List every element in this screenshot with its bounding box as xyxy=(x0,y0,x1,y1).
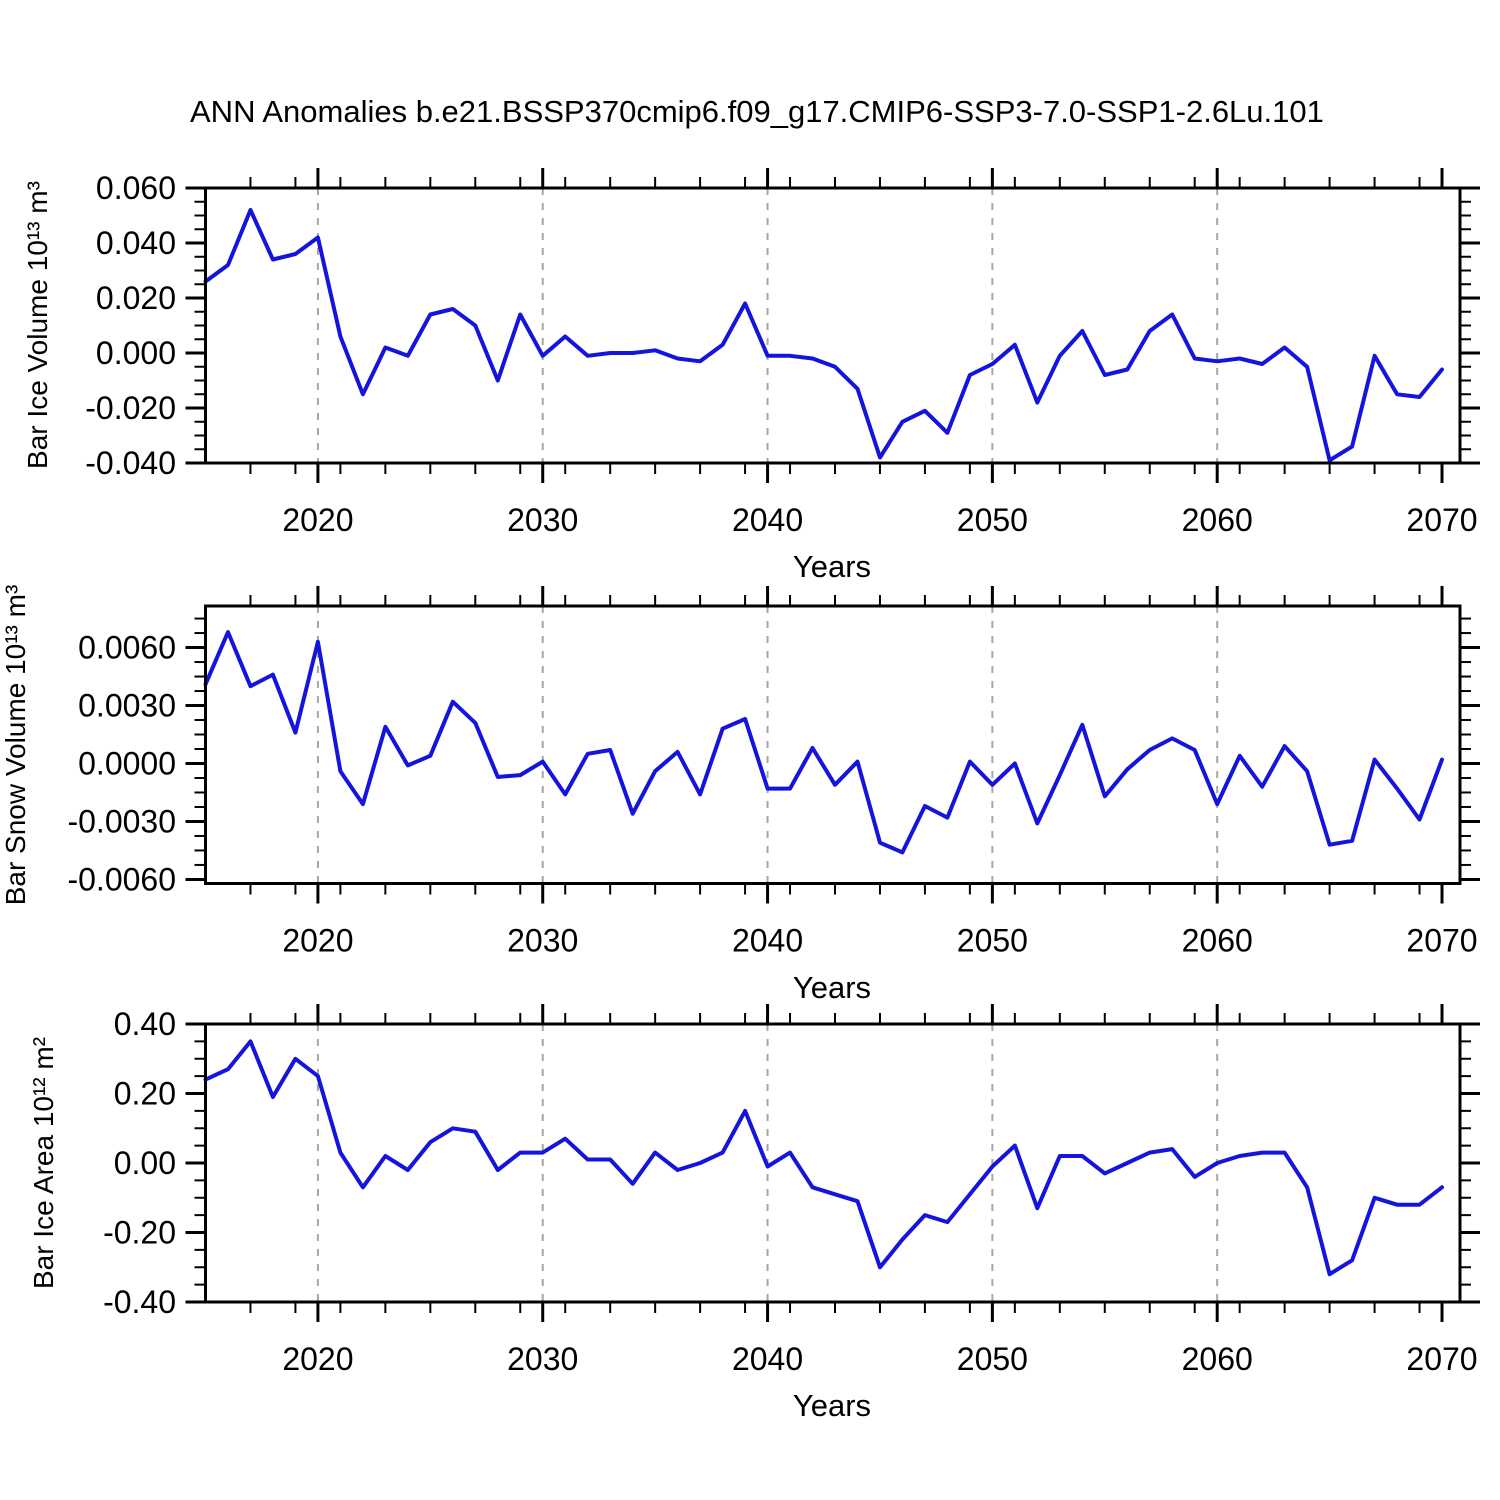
x-tick-label: 2040 xyxy=(732,502,803,538)
x-axis-label-middle-panel: Years xyxy=(792,970,872,1005)
y-tick-label: 0.000 xyxy=(96,335,176,371)
x-tick-label: 2030 xyxy=(507,502,578,538)
data-line-bar-ice-area xyxy=(203,1039,1444,1277)
data-line-bar-ice-volume xyxy=(203,208,1444,463)
y-axis-ticks: 0.060 0.040 0.020 0.000 -0.020 -0.040 xyxy=(85,170,1480,481)
y-tick-label: 0.0000 xyxy=(78,745,176,781)
y-axis-ticks: 0.0060 0.0030 0.0000 -0.0030 -0.0060 xyxy=(67,617,1480,897)
y-tick-label: 0.060 xyxy=(96,170,176,206)
panel-bar-snow-volume: 2020 2030 2040 2050 2060 20700.00600.00300.00… xyxy=(67,586,1480,959)
x-axis-ticks: 2020 2030 2040 2050 2060 2070 xyxy=(249,168,1478,538)
data-line-bar-snow-volume xyxy=(203,630,1444,855)
x-tick-label: 2040 xyxy=(732,923,803,959)
y-tick-label: -0.0030 xyxy=(67,803,176,839)
x-tick-label: 2060 xyxy=(1182,1341,1253,1377)
y-tick-label: -0.020 xyxy=(85,390,176,426)
chart-title: ANN Anomalies b.e21.BSSP370cmip6.f09_g17… xyxy=(190,94,1324,129)
x-tick-label: 2020 xyxy=(282,1341,353,1377)
x-tick-label: 2020 xyxy=(282,502,353,538)
x-axis-ticks: 2020 2030 2040 2050 2060 2070 xyxy=(249,586,1478,959)
y-tick-label: -0.0060 xyxy=(67,861,176,897)
y-tick-label: 0.040 xyxy=(96,225,176,261)
y-tick-label: -0.40 xyxy=(103,1284,176,1320)
x-tick-label: 2070 xyxy=(1406,923,1477,959)
x-tick-label: 2050 xyxy=(957,923,1028,959)
y-tick-label: -0.20 xyxy=(103,1215,176,1251)
x-tick-label: 2040 xyxy=(732,1341,803,1377)
x-tick-label: 2070 xyxy=(1406,502,1477,538)
x-tick-label: 2050 xyxy=(957,1341,1028,1377)
x-axis-ticks: 2020 2030 2040 2050 2060 2070 xyxy=(249,1004,1478,1377)
x-tick-label: 2060 xyxy=(1182,923,1253,959)
y-tick-label: 0.020 xyxy=(96,280,176,316)
y-axis-ticks: 0.40 0.20 0.00 -0.20 -0.40 xyxy=(103,1006,1480,1320)
x-tick-label: 2070 xyxy=(1406,1341,1477,1377)
y-tick-label: 0.00 xyxy=(114,1145,176,1181)
y-tick-label: -0.040 xyxy=(85,445,176,481)
x-tick-label: 2030 xyxy=(507,1341,578,1377)
y-tick-label: 0.0030 xyxy=(78,688,176,724)
y-tick-label: 0.40 xyxy=(114,1006,176,1042)
x-axis-label-top-panel: Years xyxy=(792,549,872,584)
plot-box xyxy=(204,604,1462,885)
x-tick-label: 2060 xyxy=(1182,502,1253,538)
x-tick-label: 2050 xyxy=(957,502,1028,538)
plot-box xyxy=(204,186,1462,465)
y-tick-label: 0.20 xyxy=(114,1076,176,1112)
panel-bar-ice-volume: 2020 2030 2040 2050 2060 20700.0600.0400.0200… xyxy=(85,168,1480,538)
panel-bar-ice-area: 2020 2030 2040 2050 2060 2070 0.40 0.20 0.00 -0.2… xyxy=(103,1004,1480,1377)
x-axis-label-bottom-panel: Years xyxy=(792,1388,872,1423)
y-tick-label: 0.0060 xyxy=(78,630,176,666)
x-tick-label: 2020 xyxy=(282,923,353,959)
x-tick-label: 2030 xyxy=(507,923,578,959)
